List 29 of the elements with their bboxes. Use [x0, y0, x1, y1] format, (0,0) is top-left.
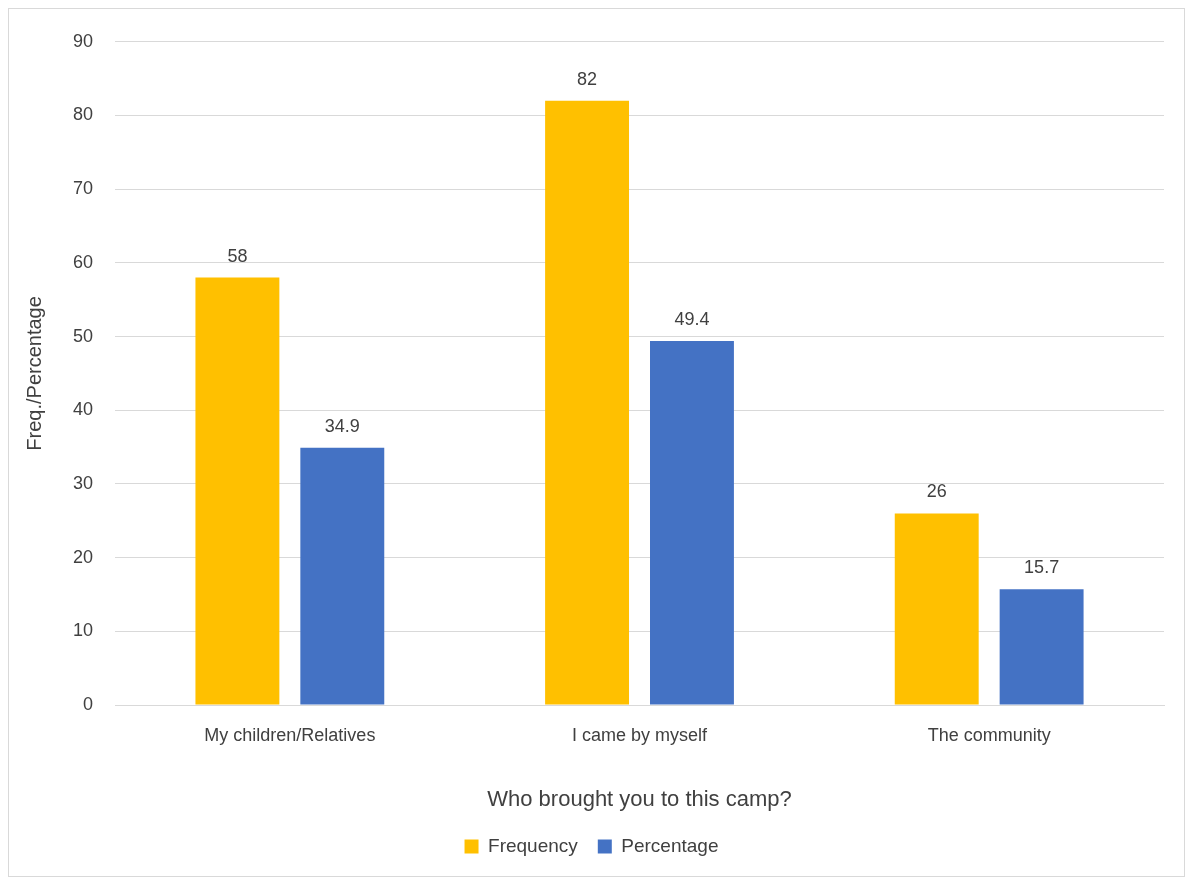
x-tick-label: The community [927, 724, 1051, 745]
y-tick-label: 60 [72, 251, 94, 272]
bar [195, 277, 280, 705]
data-label: 26 [926, 481, 947, 502]
data-label: 34.9 [324, 415, 360, 436]
bar [894, 513, 979, 705]
y-tick-label: 90 [72, 30, 94, 51]
x-tick-label: My children/Relatives [204, 724, 376, 745]
bar [545, 100, 630, 705]
bar [999, 589, 1084, 705]
data-label: 49.4 [674, 308, 710, 329]
y-tick-label: 10 [72, 620, 94, 641]
data-label: 82 [577, 68, 598, 89]
y-tick-label: 70 [72, 178, 94, 199]
data-label: 15.7 [1024, 557, 1060, 578]
bar [300, 447, 385, 705]
y-tick-label: 0 [83, 693, 94, 714]
x-axis-title: Who brought you to this camp? [487, 785, 792, 811]
bar [650, 340, 734, 705]
x-tick-label: I came by myself [571, 724, 709, 745]
y-tick-label: 80 [72, 104, 94, 125]
y-tick-label: 30 [72, 472, 94, 493]
y-axis-title: Freq./Percentage [22, 296, 45, 451]
y-tick-label: 20 [72, 546, 94, 567]
legend-label: Frequency [488, 834, 579, 856]
y-tick-label: 50 [72, 325, 94, 346]
data-label: 58 [227, 245, 248, 266]
legend-label: Percentage [621, 834, 719, 856]
y-tick-label: 40 [72, 399, 94, 420]
